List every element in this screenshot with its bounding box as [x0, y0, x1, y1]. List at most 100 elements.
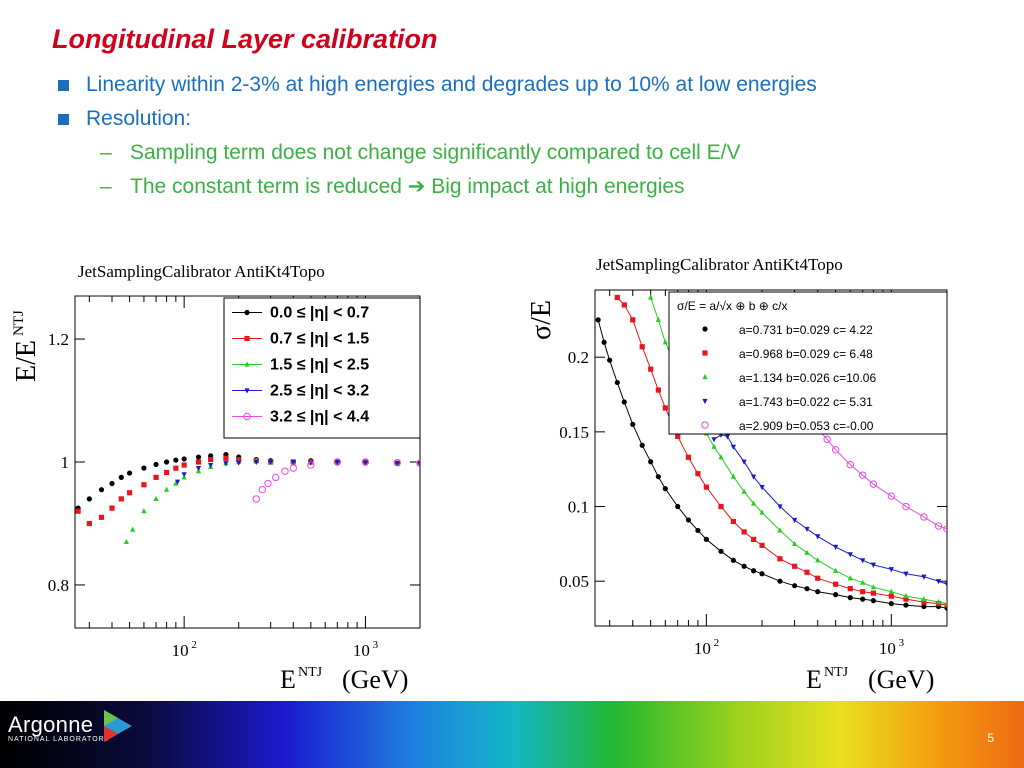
data-point	[361, 458, 370, 466]
x-tick-label-exponent: 3	[899, 637, 905, 649]
y-axis-label-superscript: NTJ	[11, 310, 27, 336]
data-point	[833, 544, 839, 550]
legend-label: 2.5 ≤ |η| < 3.2	[270, 383, 369, 400]
data-point	[903, 593, 909, 599]
data-point	[307, 461, 315, 469]
data-point	[935, 599, 942, 605]
data-point	[118, 496, 124, 502]
data-point	[903, 602, 909, 608]
legend-label: a=2.909 b=0.053 c=-0.00	[739, 419, 874, 433]
data-point	[334, 459, 340, 466]
data-point	[195, 459, 202, 465]
data-point	[98, 487, 105, 493]
data-point	[730, 518, 736, 525]
data-point	[730, 444, 736, 450]
data-point	[718, 503, 724, 510]
data-point	[833, 581, 839, 587]
x-axis-label-superscript: NTJ	[824, 665, 849, 680]
x-axis-unit: (GeV)	[868, 665, 934, 694]
data-point	[272, 473, 280, 482]
data-point	[141, 482, 147, 488]
data-point	[858, 471, 867, 479]
data-point	[759, 485, 765, 491]
data-point	[163, 469, 170, 476]
data-point	[416, 459, 420, 467]
data-point	[903, 571, 909, 577]
data-point	[153, 495, 159, 501]
data-point	[869, 480, 878, 488]
data-point	[730, 557, 736, 563]
data-point	[648, 294, 654, 300]
data-point	[181, 456, 187, 462]
y-tick-label: 0.05	[559, 572, 589, 591]
data-point	[777, 556, 783, 562]
data-point	[903, 596, 909, 602]
data-point	[792, 583, 798, 589]
data-point	[902, 502, 910, 511]
data-point	[702, 326, 708, 332]
data-point	[153, 461, 159, 468]
data-point	[126, 490, 133, 496]
data-point	[163, 486, 170, 492]
data-point	[243, 412, 251, 421]
data-point	[244, 361, 250, 367]
page-number: 5	[987, 731, 994, 745]
data-point	[126, 470, 133, 476]
data-point	[934, 522, 943, 530]
data-point	[815, 589, 821, 595]
data-point	[394, 461, 400, 467]
data-point	[639, 344, 645, 350]
data-point	[281, 467, 289, 475]
data-point	[675, 433, 681, 439]
data-point	[711, 443, 717, 449]
data-point	[675, 503, 681, 510]
data-point	[595, 317, 601, 323]
data-point	[630, 317, 636, 323]
subbullet-constant: – The constant term is reduced ➔ Big imp…	[56, 172, 936, 202]
data-point	[935, 579, 942, 585]
data-point	[655, 316, 661, 322]
legend-box	[668, 291, 948, 435]
legend-label: a=1.743 b=0.022 c= 5.31	[739, 395, 873, 409]
data-point	[701, 421, 709, 429]
data-point	[847, 552, 853, 558]
data-point	[174, 479, 181, 485]
data-point	[750, 536, 757, 542]
bullet-text: Resolution:	[86, 107, 192, 130]
y-axis-label: E/E	[11, 340, 42, 382]
bullet-resolution: Resolution:	[56, 104, 936, 134]
data-point	[655, 387, 661, 393]
data-point	[655, 474, 661, 480]
data-point	[815, 557, 821, 563]
data-point	[244, 388, 250, 394]
y-tick-label: 0.1	[568, 498, 589, 517]
data-point	[264, 479, 272, 488]
data-point	[417, 461, 420, 467]
logo-name: Argonne	[8, 712, 94, 737]
data-point	[921, 574, 927, 580]
data-point	[860, 589, 866, 595]
subbullet-text: The constant term is reduced ➔ Big impac…	[130, 175, 685, 198]
x-tick-label-exponent: 2	[191, 639, 197, 651]
data-point	[268, 459, 274, 466]
x-tick-label: 10	[879, 639, 896, 658]
data-point	[333, 458, 342, 466]
subbullet-sampling: – Sampling term does not change signific…	[56, 138, 936, 168]
data-point	[718, 548, 724, 554]
data-point	[888, 567, 894, 573]
data-point	[804, 549, 810, 555]
data-point	[703, 484, 709, 490]
data-point	[860, 558, 866, 564]
data-point	[759, 542, 765, 548]
data-point	[208, 456, 214, 463]
data-point	[703, 536, 709, 542]
data-point	[173, 480, 179, 486]
data-point	[639, 442, 645, 448]
data-point	[141, 465, 147, 471]
legend-label: a=0.731 b=0.029 c= 4.22	[739, 323, 873, 337]
resolution-chart: JetSamplingCalibrator AntiKt4Topo 0.05 0.1…	[510, 248, 960, 703]
data-point	[887, 492, 896, 500]
legend-label: 0.7 ≤ |η| < 1.5	[270, 331, 369, 348]
x-tick-label: 10	[172, 641, 189, 660]
data-point	[75, 508, 81, 514]
